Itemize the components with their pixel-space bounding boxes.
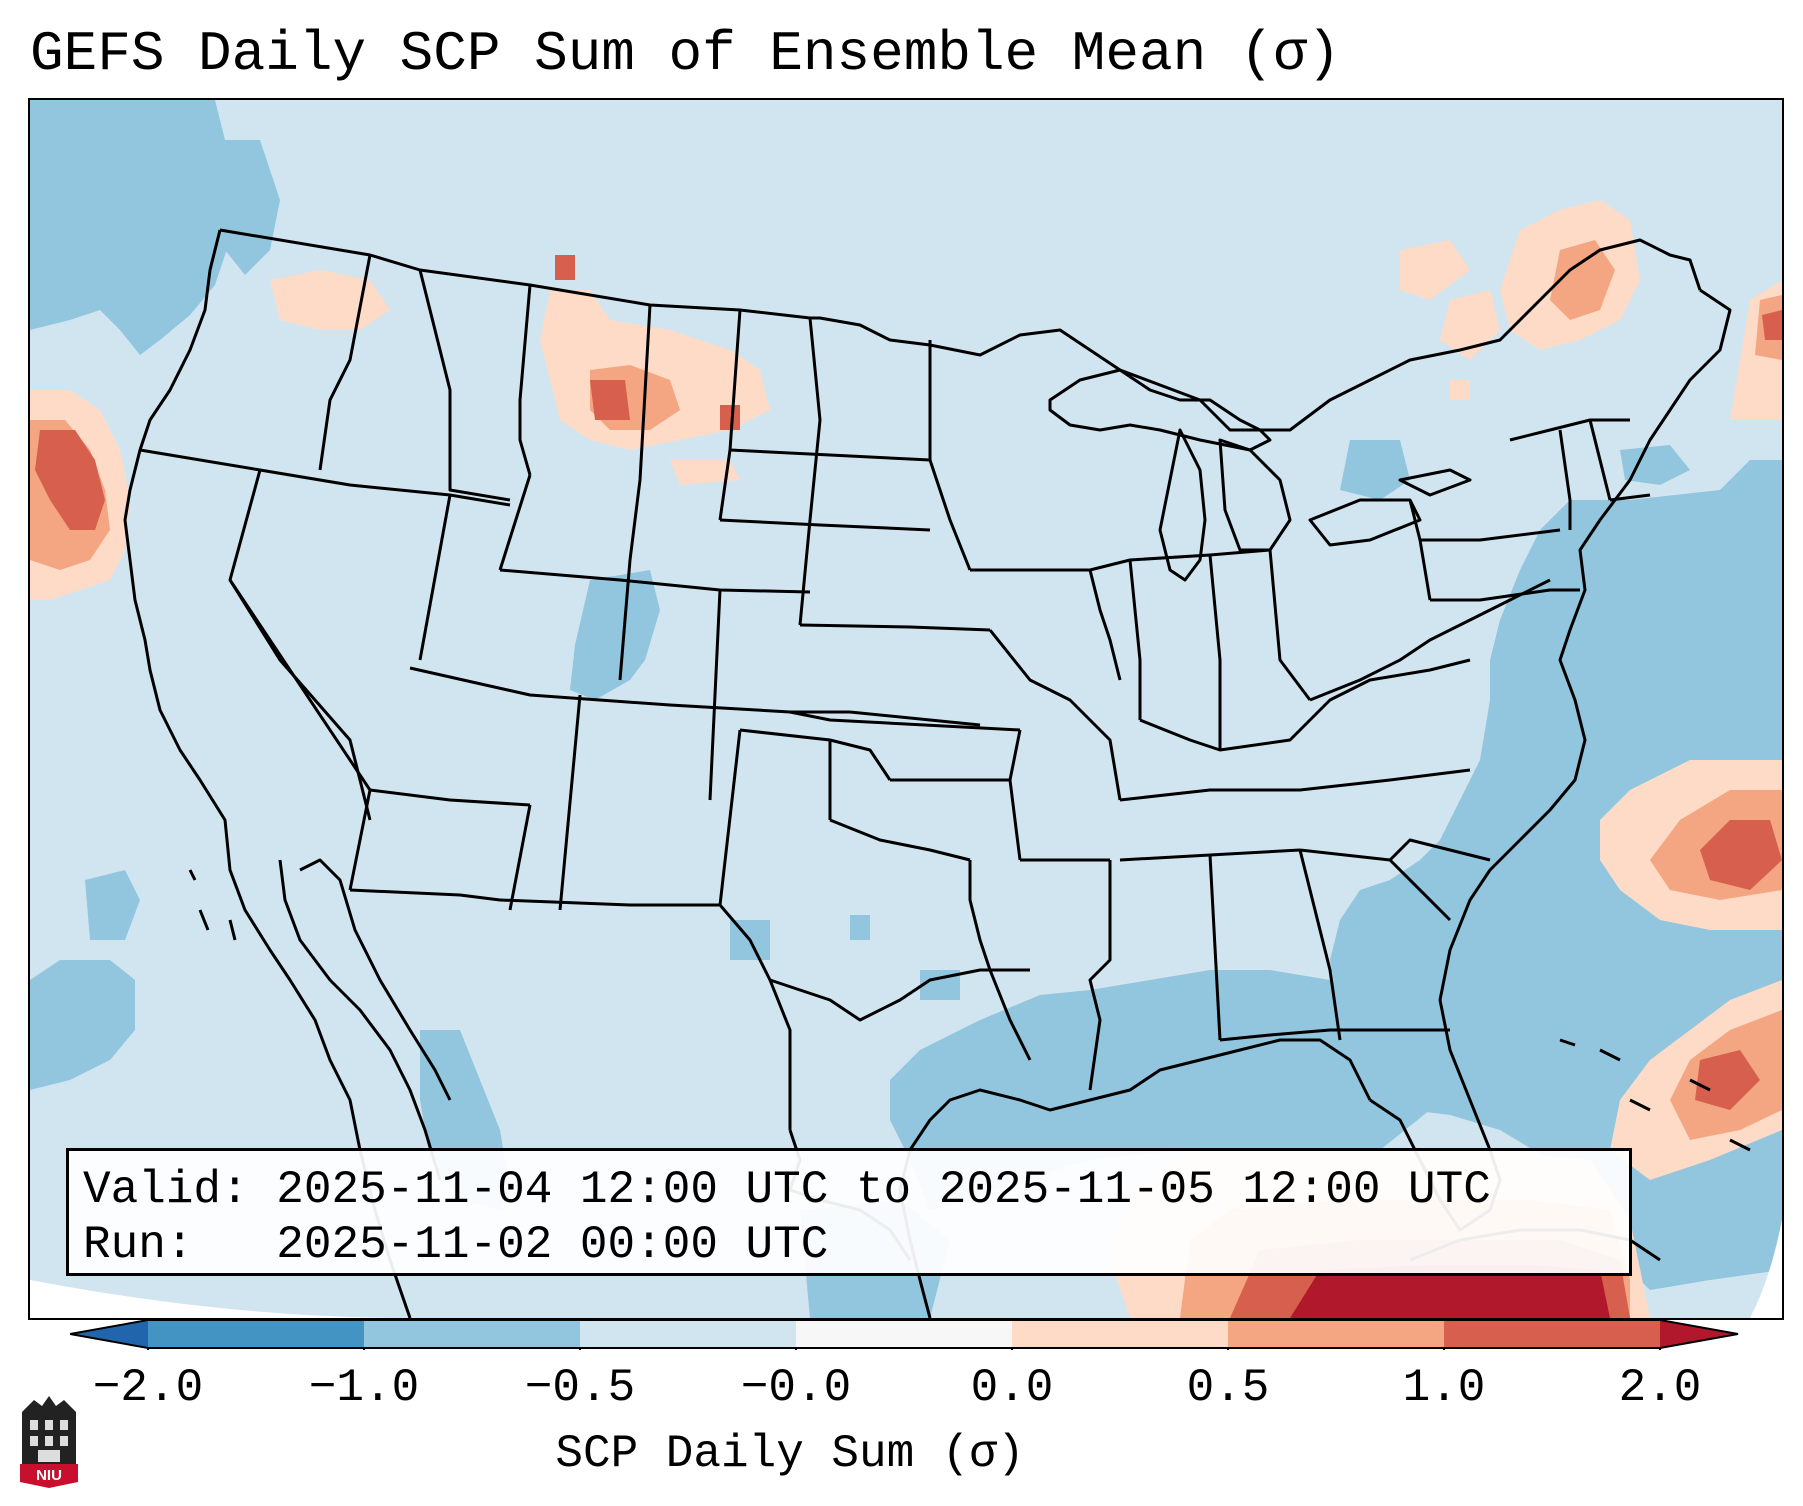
- colorbar-bin-7: [1444, 1320, 1660, 1348]
- colorbar-tick-label: 0.5: [1186, 1362, 1270, 1414]
- logo-text: NIU: [36, 1467, 62, 1484]
- colorbar: [70, 1319, 1739, 1350]
- valid-label: Valid:: [83, 1164, 249, 1216]
- colorbar-label: SCP Daily Sum (σ): [555, 1428, 1025, 1480]
- niu-logo: NIU: [20, 1396, 78, 1488]
- valid-run-info: Valid: 2025-11-04 12:00 UTC to 2025-11-0…: [66, 1148, 1632, 1276]
- valid-time: 2025-11-04 12:00 UTC to 2025-11-05 12:00…: [276, 1164, 1491, 1216]
- map-panel: [28, 98, 1784, 1320]
- colorbar-tick-label: −0.5: [524, 1362, 636, 1414]
- colorbar-bin-4: [796, 1320, 1012, 1348]
- field-positive-4: [1290, 1265, 1610, 1318]
- colorbar-bin-1: [148, 1320, 364, 1348]
- run-label: Run:: [83, 1219, 194, 1271]
- colorbar-bin-3: [580, 1320, 796, 1348]
- colorbar-bin-5: [1012, 1320, 1228, 1348]
- colorbar-extend-over: [1660, 1320, 1738, 1348]
- chart-title: GEFS Daily SCP Sum of Ensemble Mean (σ): [30, 22, 1341, 86]
- colorbar-tick-label: −0.0: [740, 1362, 852, 1414]
- domain-edge-right: [1750, 1220, 1782, 1318]
- colorbar-ticks: [147, 1348, 1661, 1350]
- colorbar-tick-label: −2.0: [92, 1362, 204, 1414]
- coastlines-and-borders: [123, 228, 1751, 1318]
- colorbar-bin-2: [364, 1320, 580, 1348]
- colorbar-tick-label: −1.0: [308, 1362, 420, 1414]
- domain-edge: [30, 1280, 410, 1318]
- run-time: 2025-11-02 00:00 UTC: [276, 1219, 829, 1271]
- colorbar-tick-label: 0.0: [970, 1362, 1054, 1414]
- scp-map: [30, 100, 1782, 1318]
- colorbar-tick-label: 1.0: [1402, 1362, 1486, 1414]
- colorbar-tick-label: 2.0: [1618, 1362, 1702, 1414]
- colorbar-extend-under: [70, 1320, 148, 1348]
- colorbar-bin-6: [1228, 1320, 1444, 1348]
